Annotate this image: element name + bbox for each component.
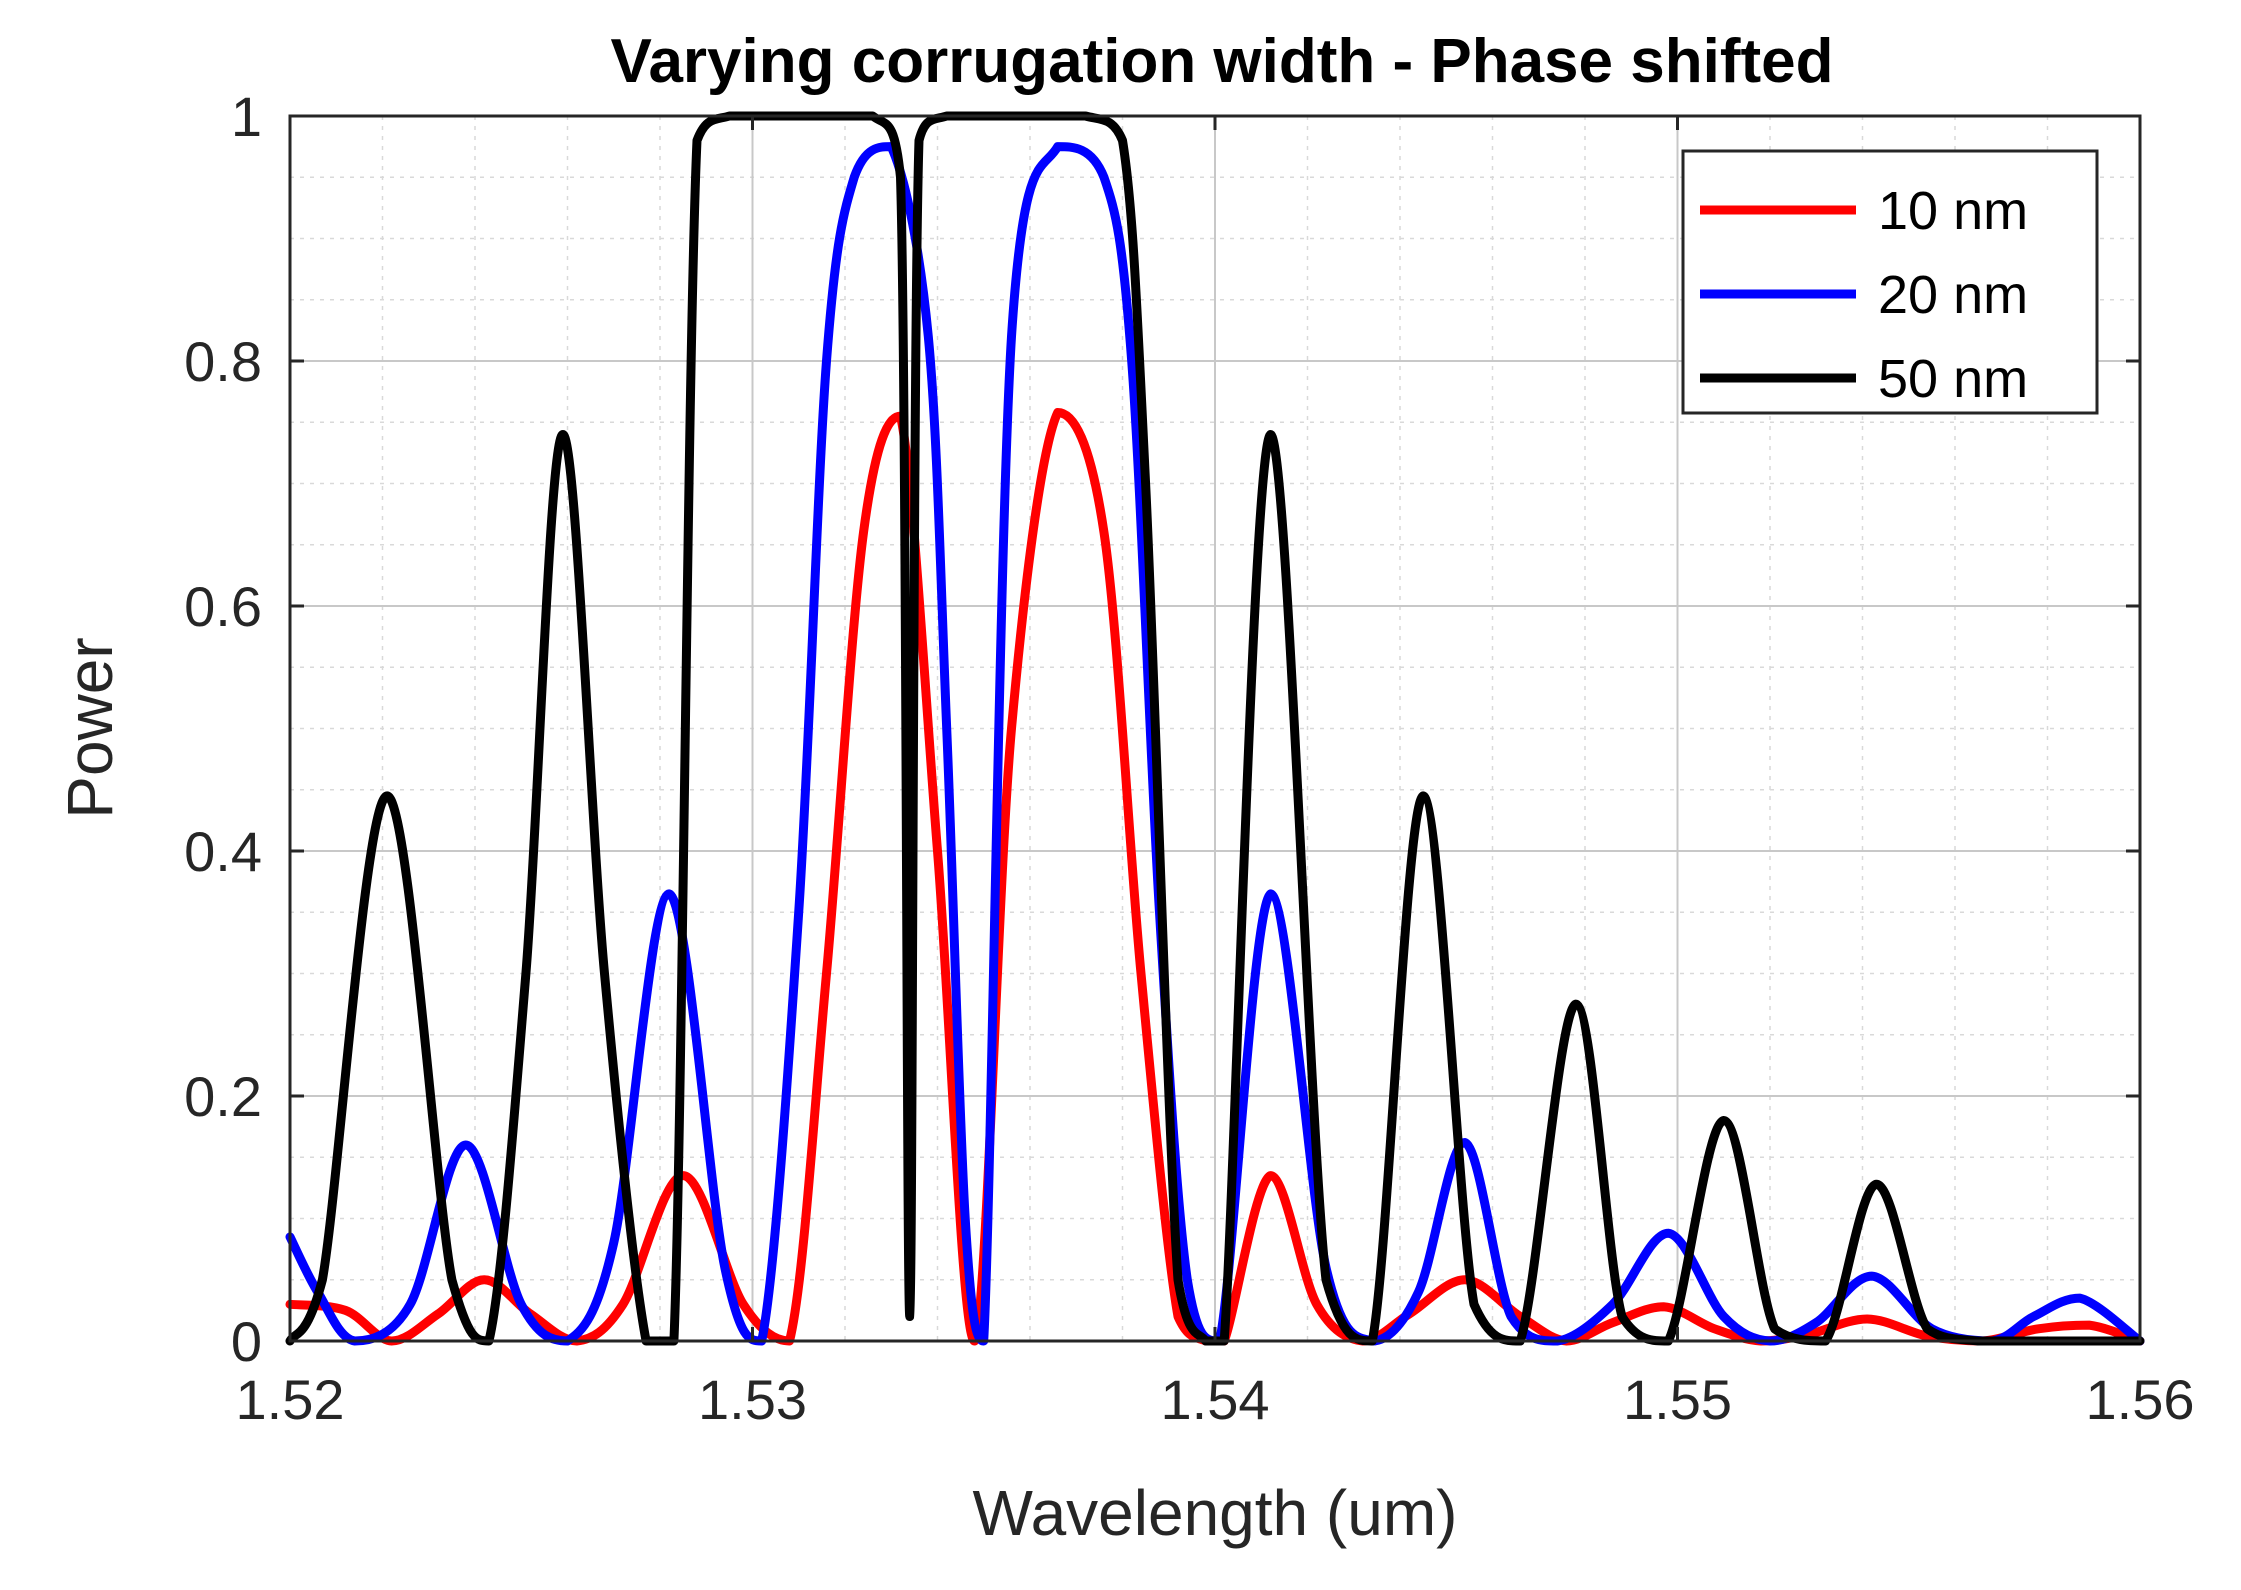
- x-tick-label: 1.56: [2086, 1368, 2195, 1431]
- x-tick-label: 1.52: [236, 1368, 345, 1431]
- y-tick-label: 0.6: [184, 575, 262, 638]
- legend: 10 nm 20 nm 50 nm: [1681, 149, 2099, 415]
- x-tick-label: 1.53: [698, 1368, 807, 1431]
- x-axis-label: Wavelength (um): [973, 1477, 1458, 1549]
- series-line-50-nm: [285, 111, 2145, 1346]
- series-line-10-nm: [285, 408, 2145, 1346]
- y-ticks: 0 0.2 0.4 0.6 0.8 1: [184, 85, 2140, 1373]
- x-tick-label: 1.54: [1161, 1368, 1270, 1431]
- series-layer: [285, 111, 2145, 1346]
- y-tick-label: 0.2: [184, 1065, 262, 1128]
- y-tick-label: 0.4: [184, 820, 262, 883]
- x-tick-label: 1.55: [1623, 1368, 1732, 1431]
- chart-title: Varying corrugation width - Phase shifte…: [611, 27, 1834, 96]
- legend-label: 20 nm: [1878, 265, 2028, 325]
- y-tick-label: 0: [231, 1310, 262, 1373]
- y-tick-label: 0.8: [184, 330, 262, 393]
- x-ticks: 1.52 1.53 1.54 1.55 1.56: [236, 116, 2195, 1431]
- legend-label: 50 nm: [1878, 349, 2028, 409]
- y-tick-label: 1: [231, 85, 262, 148]
- series-line-20-nm: [285, 142, 2145, 1346]
- y-axis-label: Power: [54, 637, 126, 818]
- legend-box: [1681, 149, 2099, 415]
- legend-label: 10 nm: [1878, 181, 2028, 241]
